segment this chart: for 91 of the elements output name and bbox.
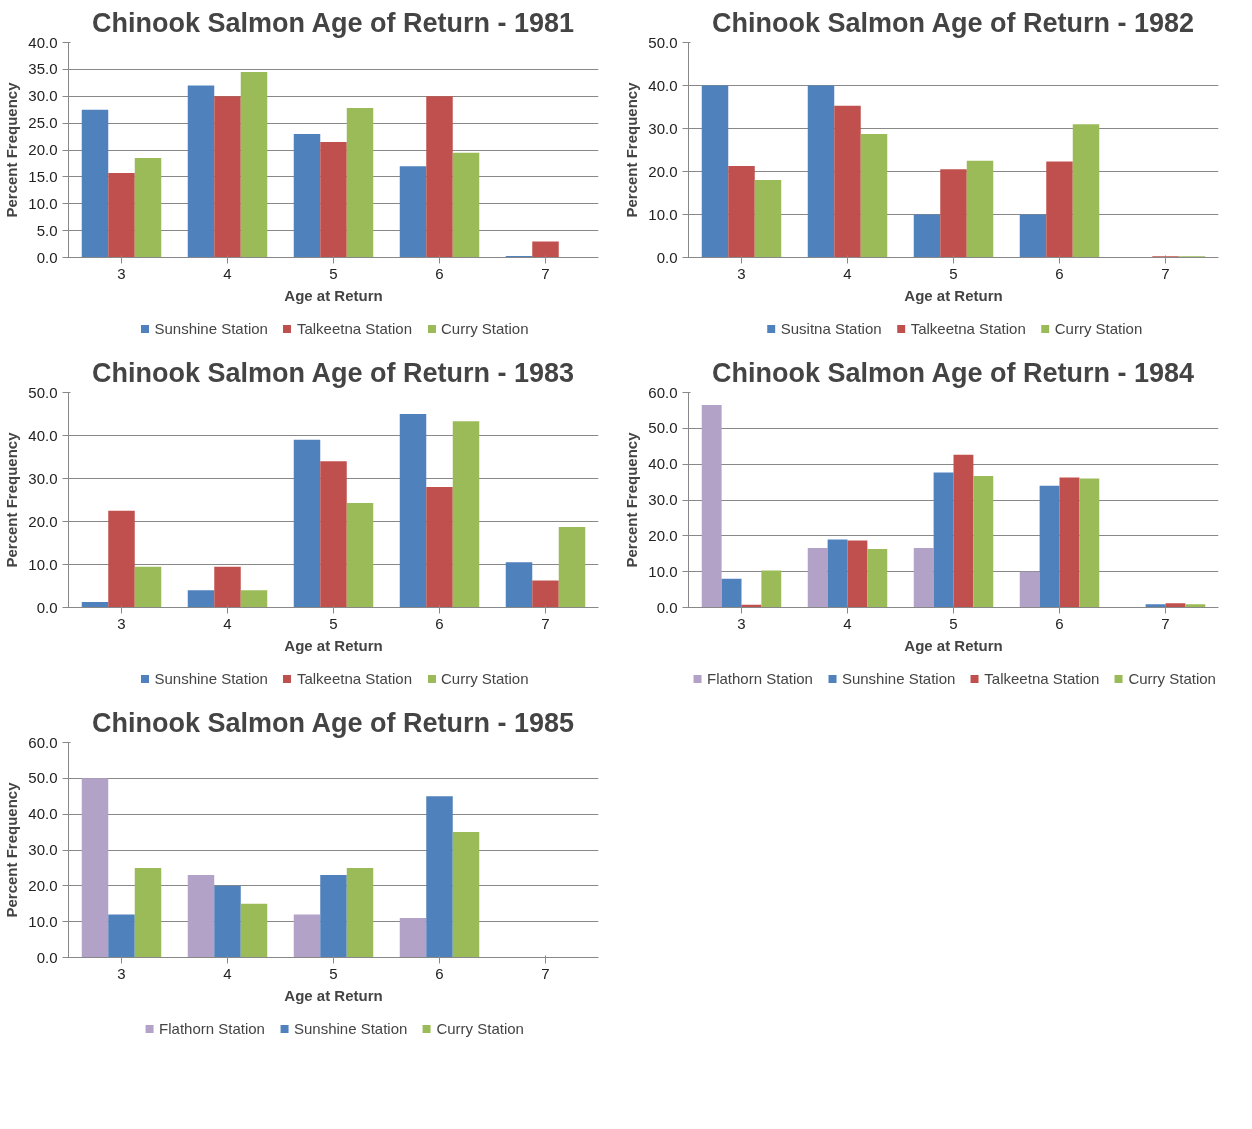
y-tick-label: 30.0 (648, 491, 678, 508)
x-tick-label: 6 (1055, 614, 1064, 632)
y-tick-label: 20.0 (28, 512, 58, 530)
y-axis-title: Percent Frequency (3, 431, 21, 568)
y-axis-title: Percent Frequency (3, 781, 21, 918)
x-tick-label: 4 (843, 614, 852, 632)
y-tick-label: 40.0 (28, 805, 58, 823)
x-tick-label: 6 (435, 614, 444, 632)
y-tick-label: 40.0 (648, 455, 678, 473)
x-tick-label: 3 (117, 264, 126, 282)
y-tick-label: 50.0 (648, 419, 678, 437)
x-tick-label: 4 (223, 614, 232, 632)
chart-title: Chinook Salmon Age of Return - 1982 (711, 7, 1195, 38)
x-tick-label: 3 (737, 614, 746, 632)
x-tick-label: 5 (949, 264, 958, 282)
legend-label: Sunshine Station (154, 669, 268, 687)
x-tick-label: 6 (435, 264, 444, 282)
legend-label: Curry Station (1128, 669, 1216, 687)
y-tick-label: 15.0 (28, 167, 58, 185)
chart-title: Chinook Salmon Age of Return - 1981 (91, 7, 575, 38)
legend-label: Sunshine Station (841, 669, 956, 687)
x-tick-label: 3 (737, 264, 746, 282)
y-tick-label: 0.0 (36, 248, 58, 266)
y-tick-label: 0.0 (656, 598, 678, 616)
y-tick-label: 35.0 (28, 60, 58, 78)
x-tick-label: 4 (223, 964, 232, 982)
y-tick-label: 10.0 (28, 555, 58, 573)
y-tick-label: 30.0 (28, 87, 58, 105)
legend-label: Talkeetna Station (984, 669, 1100, 687)
y-axis-title: Percent Frequency (3, 81, 21, 218)
x-tick-label: 7 (541, 964, 550, 982)
legend-label: Talkeetna Station (296, 319, 412, 337)
y-tick-label: 10.0 (648, 205, 678, 223)
y-tick-label: 20.0 (648, 526, 678, 544)
x-axis-title: Age at Return (904, 286, 1003, 304)
y-tick-label: 5.0 (36, 221, 58, 239)
y-tick-label: 50.0 (28, 769, 58, 787)
x-axis-title: Age at Return (284, 286, 383, 304)
x-axis-title: Age at Return (904, 636, 1003, 654)
legend-label: Curry Station (1054, 319, 1143, 337)
y-tick-label: 10.0 (28, 194, 58, 212)
chart-title: Chinook Salmon Age of Return - 1985 (91, 707, 575, 738)
x-tick-label: 7 (541, 264, 550, 282)
x-tick-label: 4 (843, 264, 852, 282)
y-tick-label: 40.0 (648, 76, 678, 94)
y-tick-label: 50.0 (648, 33, 678, 51)
y-tick-label: 40.0 (28, 426, 58, 444)
y-tick-label: 30.0 (28, 469, 58, 487)
x-tick-label: 5 (949, 614, 958, 632)
x-tick-label: 6 (1055, 264, 1064, 282)
legend-label: Curry Station (440, 319, 529, 337)
x-axis-title: Age at Return (284, 636, 383, 654)
y-tick-label: 50.0 (28, 383, 58, 401)
y-tick-label: 25.0 (28, 114, 58, 132)
y-tick-label: 30.0 (648, 119, 678, 137)
x-tick-label: 3 (117, 614, 126, 632)
x-tick-label: 4 (223, 264, 232, 282)
y-tick-label: 20.0 (28, 141, 58, 158)
y-tick-label: 60.0 (28, 733, 58, 751)
y-tick-label: 40.0 (28, 33, 58, 51)
x-tick-label: 7 (1161, 614, 1170, 632)
y-tick-label: 30.0 (28, 841, 58, 858)
y-tick-label: 10.0 (28, 912, 58, 930)
y-axis-title: Percent Frequency (623, 81, 641, 218)
x-tick-label: 7 (541, 614, 550, 632)
y-tick-label: 0.0 (36, 598, 58, 616)
y-tick-label: 20.0 (28, 876, 58, 894)
legend-label: Susitna Station (780, 319, 882, 337)
x-tick-label: 3 (117, 964, 126, 982)
x-tick-label: 6 (435, 964, 444, 982)
legend-label: Curry Station (436, 1019, 524, 1037)
legend-label: Talkeetna Station (296, 669, 412, 687)
legend-label: Flathorn Station (707, 669, 813, 687)
y-tick-label: 20.0 (648, 162, 678, 180)
chart-title: Chinook Salmon Age of Return - 1983 (91, 357, 575, 388)
chart-title: Chinook Salmon Age of Return - 1984 (711, 357, 1195, 388)
y-tick-label: 60.0 (648, 383, 678, 401)
x-axis-title: Age at Return (284, 986, 383, 1004)
x-tick-label: 5 (329, 614, 338, 632)
y-axis-title: Percent Frequency (623, 431, 641, 568)
x-tick-label: 7 (1161, 264, 1170, 282)
x-tick-label: 5 (329, 264, 338, 282)
x-tick-label: 5 (329, 964, 338, 982)
legend-label: Talkeetna Station (910, 319, 1026, 337)
legend-label: Sunshine Station (154, 319, 268, 337)
y-tick-label: 0.0 (656, 248, 678, 266)
legend-label: Flathorn Station (159, 1019, 265, 1037)
legend-label: Curry Station (440, 669, 529, 687)
legend-label: Sunshine Station (293, 1019, 408, 1037)
y-tick-label: 0.0 (36, 948, 58, 966)
y-tick-label: 10.0 (648, 562, 678, 580)
